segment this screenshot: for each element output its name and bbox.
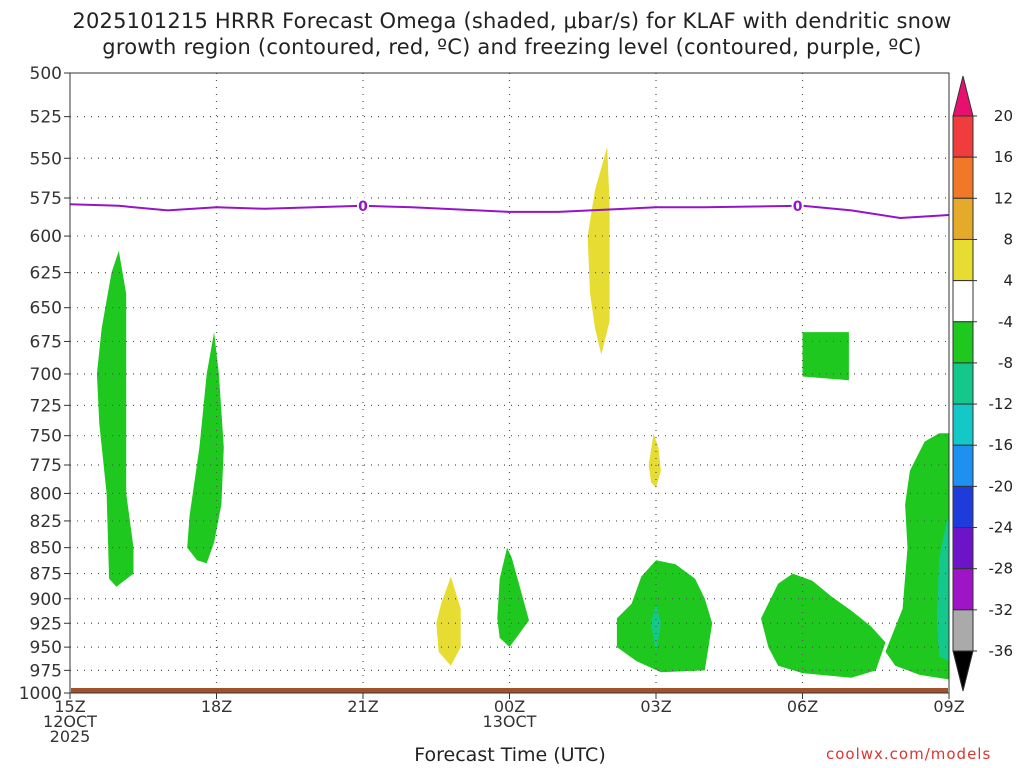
y-tick-label-850: 850 (30, 539, 62, 559)
colorbar-label: -36 (989, 642, 1014, 660)
y-tick-label-950: 950 (30, 638, 62, 658)
colorbar-swatch (952, 156, 974, 199)
y-tick-label-975: 975 (30, 661, 62, 681)
omega-region-teal-1 (651, 603, 661, 652)
omega-region-yellow-2 (648, 433, 661, 488)
freezing-level-label: 0 (793, 199, 803, 215)
ground-band (71, 688, 948, 693)
omega-region-green-1 (96, 250, 134, 587)
y-tick-label-775: 775 (30, 456, 62, 476)
y-tick-label-800: 800 (30, 484, 62, 504)
colorbar-label: 4 (1003, 272, 1013, 290)
freezing-level-label: 0 (358, 199, 368, 215)
omega-regions (96, 146, 949, 680)
x-tick-label-00Z: 00Z (494, 697, 525, 716)
omega-region-green-7 (885, 433, 949, 680)
freezing-label-bg-0 (357, 197, 369, 213)
colorbar-label: -32 (989, 601, 1014, 619)
y-tick-label-650: 650 (30, 299, 62, 319)
colorbar-label: -4 (998, 313, 1013, 331)
x-tick-label-03Z: 03Z (640, 697, 671, 716)
colorbar-label: 20 (994, 107, 1013, 125)
omega-region-green-3 (802, 332, 849, 381)
x-tick-label-09Z: 09Z (933, 697, 964, 716)
colorbar-swatch (952, 115, 974, 158)
omega-region-yellow-3 (436, 576, 461, 666)
y-tick-label-825: 825 (30, 512, 62, 532)
y-tick-label-550: 550 (30, 149, 62, 169)
x-tick-label-21Z: 21Z (347, 697, 378, 716)
y-tick-label-925: 925 (30, 614, 62, 634)
credit-text[interactable]: coolwx.com/models (826, 745, 992, 763)
y-tick-label-725: 725 (30, 396, 62, 416)
colorbar-arrow-top (952, 75, 974, 117)
x-tick-sublabel: 2025 (50, 727, 91, 746)
colorbar-label: -28 (989, 560, 1014, 578)
colorbar-arrow-bottom (952, 650, 974, 692)
x-tick-label-15Z: 15Z (54, 697, 85, 716)
colorbar-swatch (952, 527, 974, 570)
colorbar-label: 16 (994, 148, 1013, 166)
y-tick-label-875: 875 (30, 565, 62, 585)
colorbar-swatch (952, 568, 974, 611)
y-tick-label-525: 525 (30, 108, 62, 128)
colorbar-swatch (952, 485, 974, 529)
omega-region-yellow-1 (587, 146, 610, 355)
y-tick-label-500: 500 (30, 64, 62, 84)
y-tick-label-675: 675 (30, 332, 62, 352)
colorbar-label: -20 (989, 477, 1014, 495)
colorbar-label: -24 (989, 519, 1014, 537)
colorbar: 20 16 12 8 4 -4 -8 -12 -16 -20 -24 -28 -32 -36 (952, 75, 1014, 692)
colorbar-swatch (952, 444, 974, 487)
y-tick-label-600: 600 (30, 227, 62, 247)
chart-title-line-1: 2025101215 HRRR Forecast Omega (shaded, … (72, 9, 952, 33)
y-tick-label-625: 625 (30, 264, 62, 284)
freezing-level-line (69, 203, 950, 220)
y-tick-label-1000: 1000 (19, 684, 62, 704)
colorbar-label: 8 (1003, 230, 1013, 248)
colorbar-label: -16 (989, 436, 1014, 454)
colorbar-swatch (952, 280, 974, 323)
colorbar-swatch (952, 197, 974, 240)
x-tick-label-06Z: 06Z (787, 697, 818, 716)
x-axis-title: Forecast Time (UTC) (414, 744, 606, 766)
x-tick-sublabel: 13OCT (483, 712, 537, 731)
colorbar-label: -8 (998, 354, 1013, 372)
omega-region-green-6 (761, 573, 886, 678)
omega-region-green-4 (497, 547, 529, 648)
y-tick-label-700: 700 (30, 365, 62, 385)
chart-title-line-2: growth region (contoured, red, ºC) and f… (102, 35, 922, 59)
colorbar-label: 12 (994, 189, 1013, 207)
y-tick-label-900: 900 (30, 590, 62, 610)
freezing-label-bg-1 (791, 197, 804, 213)
colorbar-label: -12 (989, 395, 1014, 413)
omega-region-green-2 (187, 332, 224, 564)
colorbar-swatch (952, 321, 974, 364)
y-tick-label-575: 575 (30, 189, 62, 209)
colorbar-swatch (952, 609, 974, 652)
colorbar-swatch (952, 238, 974, 282)
colorbar-swatch (952, 362, 974, 405)
omega-region-teal-2 (936, 520, 949, 662)
x-tick-sublabel: 12OCT (43, 712, 97, 731)
colorbar-swatch (952, 403, 974, 446)
y-tick-label-750: 750 (30, 427, 62, 447)
omega-region-green-5 (616, 560, 713, 673)
x-tick-label-18Z: 18Z (201, 697, 232, 716)
ground-group (71, 688, 948, 693)
y-axis: 500 525 550 575 600 625 650 675 700 725 750 775 800 8… (19, 64, 70, 704)
